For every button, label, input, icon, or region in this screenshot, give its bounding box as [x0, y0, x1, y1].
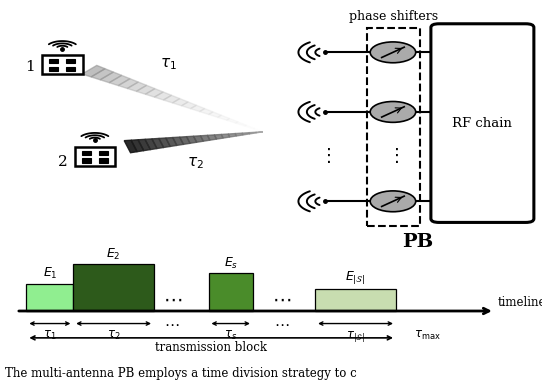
- Polygon shape: [138, 139, 150, 151]
- Polygon shape: [172, 99, 188, 106]
- Polygon shape: [164, 95, 180, 103]
- Bar: [82, 151, 91, 155]
- Polygon shape: [182, 102, 196, 109]
- Polygon shape: [145, 139, 157, 150]
- Bar: [82, 159, 91, 163]
- Text: $E_1$: $E_1$: [43, 266, 57, 282]
- Text: $\tau_{|\mathcal{S}|}$: $\tau_{|\mathcal{S}|}$: [346, 329, 365, 344]
- Polygon shape: [201, 135, 210, 141]
- Polygon shape: [228, 134, 236, 137]
- Text: The multi-antenna PB employs a time division strategy to c: The multi-antenna PB employs a time divi…: [5, 367, 357, 380]
- Polygon shape: [242, 133, 250, 135]
- Polygon shape: [191, 105, 205, 112]
- Polygon shape: [154, 92, 171, 100]
- Polygon shape: [214, 134, 223, 139]
- Polygon shape: [127, 82, 146, 91]
- Text: $\tau_1$: $\tau_1$: [159, 56, 177, 72]
- Polygon shape: [137, 85, 155, 94]
- Text: $\cdots$: $\cdots$: [274, 316, 289, 331]
- Polygon shape: [245, 125, 255, 129]
- Polygon shape: [179, 137, 190, 144]
- Polygon shape: [173, 137, 184, 146]
- Text: $\tau_{\max}$: $\tau_{\max}$: [414, 329, 441, 342]
- Text: $E_s$: $E_s$: [223, 256, 238, 271]
- Polygon shape: [249, 132, 256, 134]
- Text: $\vdots$: $\vdots$: [319, 146, 331, 165]
- Bar: [209, 274, 253, 311]
- Bar: [66, 59, 75, 63]
- Polygon shape: [82, 65, 105, 77]
- Polygon shape: [124, 140, 137, 153]
- Text: RF chain: RF chain: [453, 117, 512, 129]
- Bar: [49, 59, 58, 63]
- FancyBboxPatch shape: [431, 24, 534, 222]
- Text: $\tau_s$: $\tau_s$: [224, 329, 237, 342]
- Circle shape: [370, 102, 416, 122]
- Text: $\tau_2$: $\tau_2$: [107, 329, 120, 342]
- Polygon shape: [208, 135, 217, 140]
- Polygon shape: [236, 122, 246, 126]
- Circle shape: [370, 191, 416, 212]
- Text: $\cdots$: $\cdots$: [272, 290, 291, 309]
- Polygon shape: [166, 138, 177, 146]
- Bar: [73, 264, 154, 311]
- Polygon shape: [221, 134, 230, 138]
- Polygon shape: [159, 138, 170, 147]
- Polygon shape: [152, 138, 164, 149]
- Polygon shape: [91, 69, 113, 80]
- Polygon shape: [145, 89, 163, 97]
- Text: PB: PB: [402, 233, 433, 251]
- Bar: [74, 147, 115, 166]
- Polygon shape: [218, 115, 230, 120]
- Bar: [315, 289, 396, 311]
- Polygon shape: [186, 136, 197, 143]
- Bar: [27, 284, 73, 311]
- Circle shape: [370, 42, 416, 63]
- Polygon shape: [118, 79, 138, 89]
- Polygon shape: [100, 72, 122, 83]
- Bar: [99, 151, 108, 155]
- Bar: [99, 159, 108, 163]
- Polygon shape: [256, 132, 263, 133]
- Text: timeline: timeline: [498, 296, 542, 309]
- Polygon shape: [199, 108, 213, 115]
- Polygon shape: [227, 118, 238, 123]
- Text: $\tau_1$: $\tau_1$: [43, 329, 57, 342]
- Polygon shape: [193, 136, 203, 142]
- Text: transmission block: transmission block: [155, 342, 267, 354]
- Polygon shape: [235, 133, 243, 136]
- Text: $\tau_2$: $\tau_2$: [186, 155, 204, 171]
- Bar: [42, 55, 83, 74]
- Text: $\cdots$: $\cdots$: [164, 316, 180, 331]
- Text: $\vdots$: $\vdots$: [387, 146, 399, 165]
- Text: $E_{|\mathcal{S}|}$: $E_{|\mathcal{S}|}$: [345, 269, 366, 286]
- Bar: [367, 28, 420, 226]
- Text: 2: 2: [57, 155, 67, 168]
- Bar: [49, 66, 58, 71]
- Polygon shape: [109, 75, 130, 86]
- Text: $E_2$: $E_2$: [106, 247, 121, 262]
- Polygon shape: [209, 112, 221, 117]
- Text: 1: 1: [25, 60, 35, 74]
- Polygon shape: [131, 140, 144, 152]
- Text: $\cdots$: $\cdots$: [163, 290, 182, 309]
- Text: phase shifters: phase shifters: [349, 10, 438, 23]
- Bar: [66, 66, 75, 71]
